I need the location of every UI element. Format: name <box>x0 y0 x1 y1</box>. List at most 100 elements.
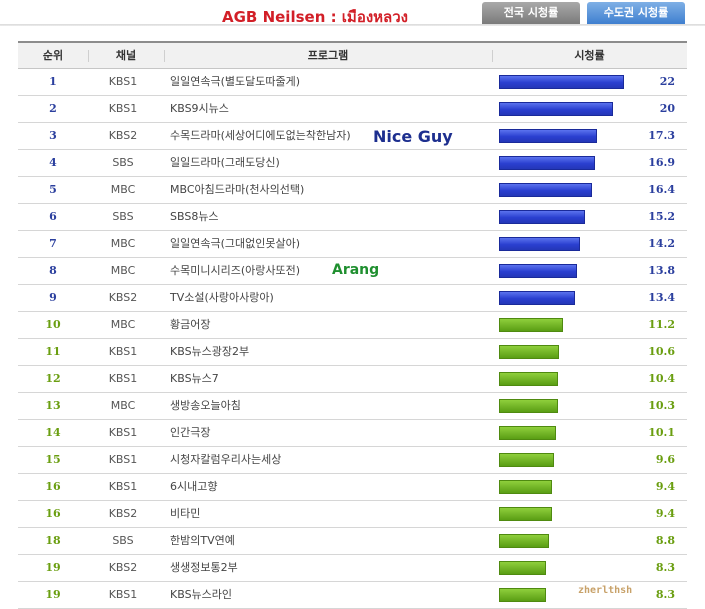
rating-bar-track <box>499 588 629 602</box>
channel-cell: KBS1 <box>108 345 138 358</box>
rating-bar <box>499 210 585 224</box>
program-cell: KBS9시뉴스 <box>170 102 229 115</box>
program-cell: TV소설(사랑아사랑아) <box>170 291 274 304</box>
channel-cell: KBS2 <box>108 507 138 520</box>
rating-bar <box>499 480 552 494</box>
rating-bar-track <box>499 129 629 143</box>
table-row: 16 KBS2 비타민 9.4 <box>18 501 687 528</box>
rating-value: 13.8 <box>648 264 675 277</box>
rating-bar <box>499 534 549 548</box>
column-rank-header: 순위 <box>42 49 64 62</box>
table-row: 5 MBC MBC아침드라마(천사의선택) 16.4 <box>18 177 687 204</box>
table-row: 18 SBS 한밤의TV연예 8.8 <box>18 528 687 555</box>
rating-value: 10.3 <box>648 399 675 412</box>
program-cell: MBC아침드라마(천사의선택) <box>170 183 305 196</box>
rank-cell: 6 <box>49 210 57 223</box>
rank-cell: 1 <box>49 75 57 88</box>
rating-bar-track <box>499 318 629 332</box>
rank-cell: 5 <box>49 183 57 196</box>
rating-bar <box>499 102 613 116</box>
program-cell: KBS뉴스라인 <box>170 588 233 601</box>
rating-value: 10.1 <box>648 426 675 439</box>
table-row: 1 KBS1 일일연속극(별도달도따줄게) 22 <box>18 69 687 96</box>
channel-cell: KBS2 <box>108 561 138 574</box>
rating-value: 8.3 <box>655 588 675 601</box>
rating-bar <box>499 426 556 440</box>
rating-value: 9.4 <box>655 480 675 493</box>
rating-value: 20 <box>659 102 675 115</box>
rating-bar-track <box>499 237 629 251</box>
table-body: 1 KBS1 일일연속극(별도달도따줄게) 22 2 KBS1 KBS9시뉴스 20 3 KBS2… <box>18 69 687 609</box>
program-cell: 일일드라마(그래도당신) <box>170 156 280 169</box>
tab-national-ratings[interactable]: 전국 시청률 <box>482 2 580 24</box>
rating-value: 9.6 <box>655 453 675 466</box>
program-cell: 6시내고향 <box>170 480 218 493</box>
table-row: 4 SBS 일일드라마(그래도당신) 16.9 <box>18 150 687 177</box>
rating-value: 13.4 <box>648 291 675 304</box>
rating-bar <box>499 183 592 197</box>
tab-underline <box>0 24 705 26</box>
channel-cell: MBC <box>110 183 136 196</box>
rating-bar <box>499 237 580 251</box>
table-row: 10 MBC 황금어장 11.2 <box>18 312 687 339</box>
channel-cell: SBS <box>112 156 134 169</box>
rating-bar <box>499 399 558 413</box>
rating-bar <box>499 75 624 89</box>
rank-cell: 16 <box>45 507 61 520</box>
rating-bar <box>499 507 552 521</box>
rating-bar <box>499 264 577 278</box>
rating-bar-track <box>499 399 629 413</box>
rating-bar-track <box>499 156 629 170</box>
rating-value: 11.2 <box>648 318 675 331</box>
program-cell: 수목미니시리즈(아랑사또전) <box>170 264 301 277</box>
rank-cell: 4 <box>49 156 57 169</box>
arang-annotation: Arang <box>332 262 380 278</box>
rank-cell: 19 <box>45 588 61 601</box>
rating-value: 17.3 <box>648 129 675 142</box>
rating-bar-track <box>499 534 629 548</box>
table-row: 16 KBS1 6시내고향 9.4 <box>18 474 687 501</box>
rank-cell: 19 <box>45 561 61 574</box>
program-cell: 한밤의TV연예 <box>170 534 235 547</box>
rating-bar <box>499 318 563 332</box>
rank-cell: 11 <box>45 345 61 358</box>
rating-bar-track <box>499 291 629 305</box>
table-row: 6 SBS SBS8뉴스 15.2 <box>18 204 687 231</box>
rating-bar-track <box>499 210 629 224</box>
table-row: 2 KBS1 KBS9시뉴스 20 <box>18 96 687 123</box>
table-header: 순위 채널 프로그램 시청률 <box>18 43 687 69</box>
program-cell: 비타민 <box>170 507 201 520</box>
rank-cell: 8 <box>49 264 57 277</box>
rating-value: 8.8 <box>655 534 675 547</box>
rating-bar-track <box>499 507 629 521</box>
channel-cell: KBS1 <box>108 426 138 439</box>
nice-guy-annotation: Nice Guy <box>373 127 453 146</box>
table-row: 19 KBS2 생생정보통2부 8.3 <box>18 555 687 582</box>
rating-bar-track <box>499 426 629 440</box>
tab-metro-ratings[interactable]: 수도권 시청률 <box>587 2 685 24</box>
rating-value: 16.4 <box>648 183 675 196</box>
rating-bar-track <box>499 345 629 359</box>
program-cell: 황금어장 <box>170 318 211 331</box>
rating-value: 14.2 <box>648 237 675 250</box>
rating-bar <box>499 372 558 386</box>
program-cell: 생방송오늘아침 <box>170 399 241 412</box>
rating-value: 10.4 <box>648 372 675 385</box>
rank-cell: 12 <box>45 372 61 385</box>
rating-bar-track <box>499 561 629 575</box>
rating-bar-track <box>499 264 629 278</box>
channel-cell: KBS1 <box>108 453 138 466</box>
ratings-table: 순위 채널 프로그램 시청률 1 KBS1 일일연속극(별도달도따줄게) 22 2 KBS… <box>18 41 687 609</box>
program-cell: KBS뉴스7 <box>170 372 219 385</box>
rating-value: 15.2 <box>648 210 675 223</box>
channel-cell: MBC <box>110 264 136 277</box>
rating-bar <box>499 291 575 305</box>
program-cell: SBS8뉴스 <box>170 210 219 223</box>
table-row: 7 MBC 일일연속극(그대없인못살아) 14.2 <box>18 231 687 258</box>
channel-cell: MBC <box>110 237 136 250</box>
channel-cell: KBS2 <box>108 129 138 142</box>
table-row: 14 KBS1 인간극장 10.1 <box>18 420 687 447</box>
table-row: 13 MBC 생방송오늘아침 10.3 <box>18 393 687 420</box>
watermark-text: zherlthsh <box>578 585 633 596</box>
rating-bar <box>499 129 597 143</box>
